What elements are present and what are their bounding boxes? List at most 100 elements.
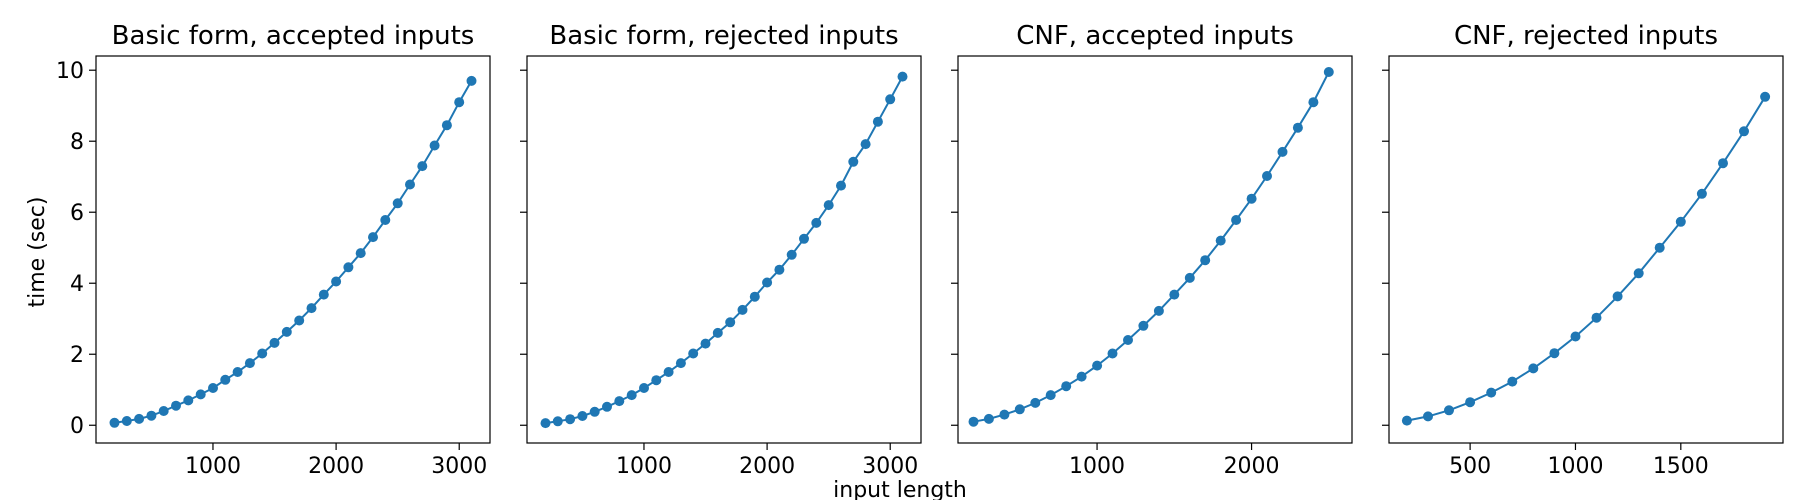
plot-frame [526, 55, 922, 444]
data-point [183, 395, 194, 406]
data-point [614, 396, 625, 407]
data-point [281, 326, 292, 337]
panels: Basic form, accepted inputs 1000 2000 3000 0… [56, 21, 1784, 479]
panel-title: Basic form, rejected inputs [549, 21, 898, 51]
y-tick-label: 0 [70, 414, 84, 439]
data-point [602, 401, 612, 412]
data-point [343, 262, 354, 273]
data-point [737, 304, 748, 315]
data-point [306, 303, 317, 314]
data-point [749, 291, 760, 302]
data-point [1138, 320, 1149, 331]
data-point [1401, 415, 1412, 426]
x-tick-label: 2000 [739, 454, 795, 479]
data-point [639, 383, 649, 393]
data-point [1323, 67, 1334, 77]
data-point [848, 156, 859, 167]
data-point [1507, 376, 1518, 387]
data-point [405, 179, 415, 190]
data-point [355, 248, 366, 259]
panel-3: CNF, accepted inputs 1000 2000 [951, 21, 1353, 479]
data-point [1612, 291, 1623, 302]
x-tick-label: 1500 [1653, 454, 1709, 479]
data-point [466, 75, 477, 86]
panel-title: CNF, accepted inputs [1016, 21, 1294, 51]
data-point [429, 140, 440, 151]
data-point [774, 264, 785, 275]
data-point [1277, 146, 1288, 157]
data-point [1030, 397, 1041, 408]
data-point [380, 215, 391, 225]
data-point [626, 390, 637, 401]
data-point [331, 276, 342, 287]
data-point [1107, 348, 1118, 359]
data-point [811, 217, 822, 228]
data-point [1760, 91, 1771, 102]
data-point [220, 374, 231, 385]
data-point [1444, 405, 1454, 416]
data-point [725, 317, 736, 328]
data-point [134, 413, 145, 424]
x-tick-label: 1000 [1547, 454, 1603, 479]
data-point [823, 200, 834, 211]
data-point [1200, 255, 1211, 266]
plot-frame [1388, 55, 1784, 444]
y-tick-label: 8 [70, 130, 84, 155]
data-point [1262, 171, 1272, 181]
data-point [663, 367, 674, 377]
data-point [1654, 242, 1665, 253]
data-point [1014, 404, 1025, 415]
panel-title: Basic form, accepted inputs [112, 21, 475, 51]
data-point [257, 348, 268, 359]
data-point [318, 289, 329, 300]
x-tick-label: 2000 [1224, 454, 1280, 479]
data-point [208, 383, 218, 393]
data-point [700, 338, 711, 349]
y-tick-label: 2 [70, 343, 84, 368]
data-point [1123, 335, 1133, 345]
series-line [545, 76, 904, 425]
data-point [1215, 235, 1226, 246]
x-tick-label: 2000 [308, 454, 364, 479]
y-axis-label: time (sec) [25, 197, 50, 308]
data-point [1570, 331, 1581, 342]
data-point [565, 414, 576, 425]
data-point [1591, 312, 1602, 323]
data-point [577, 411, 588, 421]
data-point [269, 337, 280, 348]
x-tick-label: 1000 [185, 454, 241, 479]
series-line [1406, 96, 1766, 422]
y-tick-label: 6 [70, 201, 84, 226]
data-point [1675, 216, 1686, 227]
panel-2: Basic form, rejected inputs 1000 2000 3000 [520, 21, 922, 479]
data-point [1423, 411, 1433, 422]
data-point [1696, 188, 1707, 199]
data-point [1528, 363, 1539, 374]
data-point [417, 161, 428, 172]
data-point [1292, 122, 1303, 133]
data-point [786, 249, 797, 260]
y-tick-label: 4 [70, 272, 84, 297]
y-tick-label: 10 [56, 59, 84, 84]
data-point [195, 389, 206, 400]
panel-title: CNF, rejected inputs [1454, 21, 1718, 51]
data-point [1246, 193, 1257, 204]
data-point [552, 416, 563, 427]
data-point [1308, 97, 1319, 108]
data-point [1061, 381, 1072, 392]
data-point [441, 120, 452, 131]
data-point [799, 233, 809, 244]
data-point [1153, 305, 1164, 316]
data-point [109, 417, 120, 428]
data-point [454, 97, 465, 108]
data-point [1169, 289, 1180, 300]
data-point [1092, 360, 1103, 371]
data-point [232, 367, 243, 377]
data-point [1633, 268, 1644, 279]
series-line [973, 71, 1330, 423]
x-tick-label: 3000 [431, 454, 487, 479]
data-point [999, 409, 1010, 420]
data-point [1739, 126, 1749, 137]
data-point [983, 413, 994, 424]
